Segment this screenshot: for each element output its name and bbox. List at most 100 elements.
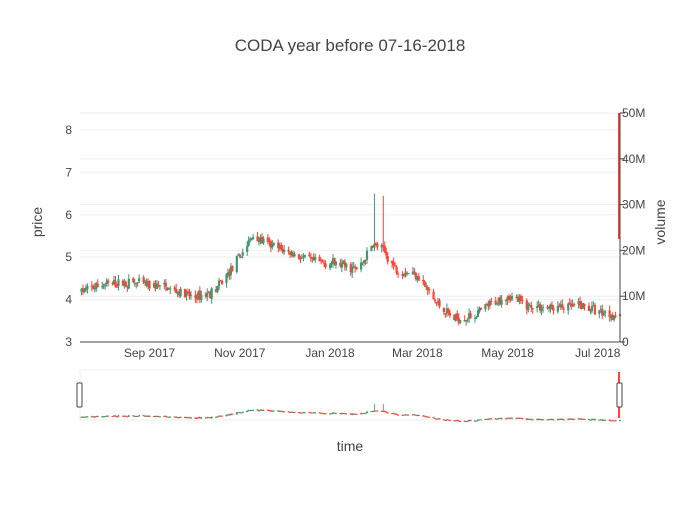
mini-candle-body	[229, 413, 232, 415]
mini-candle-body	[113, 415, 116, 417]
candle-body	[241, 252, 244, 256]
candle-body	[391, 260, 394, 264]
candle-body	[558, 305, 561, 308]
mini-candle-body	[258, 410, 261, 412]
mini-candle-body	[536, 419, 539, 421]
candle-body	[83, 288, 86, 292]
mini-candle-body	[127, 415, 130, 417]
candle-body	[550, 304, 554, 308]
mini-candle-body	[297, 412, 300, 414]
candle-body	[562, 308, 565, 310]
mini-candle-body	[293, 412, 296, 414]
mini-candle-body	[447, 419, 450, 421]
mini-candle-body	[225, 414, 228, 417]
mini-candle-body	[197, 417, 200, 419]
candle-body	[309, 256, 312, 259]
mini-candle-body	[619, 420, 621, 422]
mini-candle-body	[218, 415, 221, 417]
candle-body	[278, 245, 281, 249]
mini-candle-body	[385, 411, 388, 413]
mini-candle-body	[577, 418, 580, 420]
mini-candle-body	[323, 413, 326, 415]
candle-body	[303, 255, 306, 258]
candle-body	[359, 262, 363, 270]
range-slider-background	[79, 369, 621, 421]
x-tick-label: Jul 2018	[575, 346, 621, 360]
candle-body	[500, 299, 503, 305]
mini-candle-body	[521, 418, 524, 420]
mini-candle-body	[479, 419, 482, 421]
mini-candle-body	[411, 414, 414, 416]
mini-candle-body	[247, 410, 250, 412]
range-slider-left-handle[interactable]	[76, 382, 83, 408]
mini-candle-body	[355, 413, 358, 415]
mini-candle-body	[92, 416, 95, 418]
candle-body	[281, 248, 284, 253]
candle-body	[571, 304, 574, 307]
candle-body	[602, 313, 605, 315]
candle-body	[197, 291, 200, 299]
candle-body	[444, 313, 447, 315]
candle-body	[167, 288, 170, 290]
candle-body	[351, 266, 354, 273]
y2-tick-label: 10M	[622, 289, 645, 303]
candle-body	[142, 277, 145, 283]
y2-tick-label: 50M	[622, 106, 645, 120]
range-slider-right-handle[interactable]	[616, 382, 623, 408]
y2-axis-title: volume	[652, 199, 668, 244]
mini-candle-body	[210, 416, 213, 419]
candle-body	[194, 295, 197, 298]
mini-candle-body	[102, 416, 105, 418]
mini-candle-body	[542, 419, 545, 421]
candle-body	[411, 271, 414, 275]
candle-body	[84, 287, 88, 291]
candle-body	[311, 257, 314, 259]
mini-candle-body	[497, 418, 500, 420]
mini-candle-body	[321, 412, 324, 414]
mini-candle-body	[476, 419, 479, 421]
mini-candle-body	[509, 417, 512, 419]
mini-candle-body	[246, 411, 249, 413]
candle-body	[447, 309, 450, 314]
mini-candle-body	[435, 418, 438, 420]
mini-candle-body	[219, 415, 222, 417]
candle-body	[271, 244, 274, 248]
candle-body	[163, 282, 166, 285]
candle-body	[527, 304, 530, 311]
chart-title: CODA year before 07-16-2018	[235, 36, 466, 55]
mini-candle-body	[404, 414, 407, 416]
mini-candle-body	[454, 420, 457, 422]
mini-candle-body	[386, 412, 389, 414]
candle-body	[467, 313, 471, 319]
candle-body	[299, 258, 302, 260]
mini-candle-body	[490, 418, 493, 420]
range-slider[interactable]	[76, 369, 623, 423]
candle-body	[290, 251, 293, 256]
candle-body	[331, 258, 335, 264]
candle-body	[568, 302, 571, 304]
candle-body	[459, 320, 462, 323]
candle-body	[287, 249, 290, 252]
mini-candle-body	[330, 413, 333, 415]
mini-candle-body	[364, 412, 367, 414]
mini-candle-body	[107, 415, 110, 417]
candle-body	[138, 278, 141, 282]
candle-body	[143, 281, 147, 283]
mini-candle-body	[484, 418, 487, 420]
mini-candle-body	[397, 414, 400, 416]
candle-body	[293, 253, 296, 257]
mini-candle-body	[425, 416, 428, 418]
mini-candle-body	[428, 416, 431, 418]
candle-body	[352, 266, 355, 268]
mini-candle-body	[152, 416, 155, 418]
mini-candle-body	[519, 417, 522, 419]
candle-body	[487, 303, 490, 307]
mini-candle-body	[331, 412, 334, 414]
candle-body	[81, 288, 85, 293]
candle-body	[136, 282, 139, 284]
candle-body	[133, 282, 136, 284]
mini-candle-body	[531, 419, 534, 421]
candle-body	[268, 241, 271, 243]
mini-candle-body	[124, 415, 127, 417]
